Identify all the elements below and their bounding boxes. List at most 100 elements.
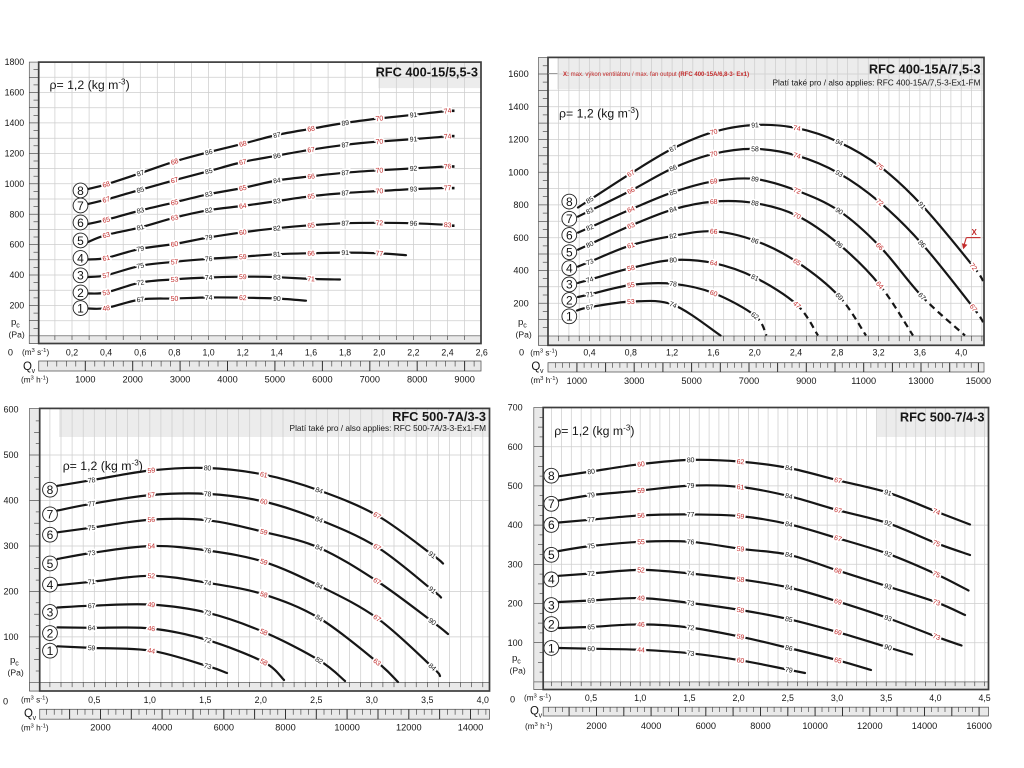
svg-text:83: 83 <box>204 191 213 199</box>
svg-text:4: 4 <box>77 251 84 265</box>
svg-text:61: 61 <box>736 484 744 492</box>
svg-text:5: 5 <box>47 557 54 571</box>
svg-text:89: 89 <box>751 176 759 184</box>
svg-text:76: 76 <box>205 256 213 264</box>
svg-text:67: 67 <box>88 603 96 610</box>
svg-text:65: 65 <box>307 193 315 201</box>
svg-text:800: 800 <box>513 200 528 210</box>
svg-text:53: 53 <box>102 289 111 297</box>
svg-text:1800: 1800 <box>5 57 25 67</box>
svg-text:84: 84 <box>784 465 793 473</box>
svg-text:55: 55 <box>637 539 645 546</box>
svg-text:52: 52 <box>637 567 645 574</box>
svg-text:2,0: 2,0 <box>732 693 744 703</box>
svg-text:57: 57 <box>147 492 155 500</box>
svg-text:600: 600 <box>513 233 528 243</box>
svg-text:92: 92 <box>410 166 418 173</box>
svg-text:p: p <box>512 653 517 664</box>
svg-text:1,6: 1,6 <box>707 348 719 358</box>
svg-text:72: 72 <box>587 571 595 579</box>
svg-text:61: 61 <box>259 471 268 479</box>
svg-text:14000: 14000 <box>912 721 938 731</box>
svg-text:75: 75 <box>136 262 145 270</box>
svg-text:7: 7 <box>548 497 555 511</box>
svg-text:74: 74 <box>792 125 801 133</box>
svg-text:83: 83 <box>273 274 281 281</box>
svg-text:67: 67 <box>307 147 316 155</box>
svg-text:3,0: 3,0 <box>831 693 843 703</box>
svg-text:8000: 8000 <box>275 723 295 733</box>
svg-text:2: 2 <box>566 293 573 307</box>
svg-text:2,4: 2,4 <box>441 348 453 358</box>
svg-text:72: 72 <box>136 279 145 287</box>
svg-text:2,0: 2,0 <box>373 348 385 358</box>
svg-text:5000: 5000 <box>265 375 285 385</box>
svg-text:82: 82 <box>205 207 214 215</box>
svg-text:200: 200 <box>10 301 25 311</box>
svg-text:76: 76 <box>203 547 212 555</box>
svg-text:v: v <box>540 368 544 375</box>
svg-text:84: 84 <box>784 521 793 530</box>
svg-text:53: 53 <box>171 277 179 285</box>
svg-text:3000: 3000 <box>170 375 190 385</box>
svg-text:Q: Q <box>530 706 539 718</box>
svg-text:57: 57 <box>170 259 178 267</box>
svg-text:0: 0 <box>8 347 13 357</box>
svg-text:3: 3 <box>548 598 555 612</box>
svg-text:5: 5 <box>77 234 84 248</box>
svg-text:(Pa): (Pa) <box>516 330 532 340</box>
svg-text:4000: 4000 <box>217 375 237 385</box>
svg-text:84: 84 <box>784 493 793 502</box>
svg-text:65: 65 <box>307 222 315 230</box>
svg-text:70: 70 <box>375 115 383 123</box>
svg-text:87: 87 <box>341 142 349 150</box>
svg-text:78: 78 <box>204 491 212 498</box>
svg-text:66: 66 <box>710 228 718 235</box>
svg-text:v: v <box>539 713 543 720</box>
svg-text:400: 400 <box>3 496 18 506</box>
svg-text:1,5: 1,5 <box>683 693 695 703</box>
svg-text:0,2: 0,2 <box>66 348 78 358</box>
svg-text:13000: 13000 <box>908 376 934 386</box>
svg-text:58: 58 <box>627 265 636 274</box>
svg-text:0,4: 0,4 <box>100 348 112 358</box>
svg-text:X: max. výkon ventilátoru / ma: X: max. výkon ventilátoru / max. fan out… <box>563 72 749 78</box>
svg-text:59: 59 <box>88 645 96 652</box>
svg-text:86: 86 <box>273 152 282 160</box>
svg-text:2,4: 2,4 <box>790 348 802 358</box>
svg-text:91: 91 <box>410 136 418 144</box>
svg-text:62: 62 <box>736 459 744 467</box>
svg-text:82: 82 <box>669 233 678 241</box>
svg-text:(m3 s-1): (m3 s-1) <box>21 695 48 704</box>
svg-text:6: 6 <box>47 528 54 542</box>
svg-text:44: 44 <box>637 647 645 654</box>
svg-text:1000: 1000 <box>75 375 95 385</box>
svg-text:12000: 12000 <box>857 721 883 731</box>
svg-text:4: 4 <box>548 573 555 587</box>
svg-text:3: 3 <box>566 278 573 292</box>
svg-text:800: 800 <box>10 209 25 219</box>
svg-text:70: 70 <box>709 150 718 159</box>
svg-text:1,6: 1,6 <box>305 348 317 358</box>
svg-text:85: 85 <box>784 616 793 625</box>
svg-text:1400: 1400 <box>508 102 528 112</box>
svg-text:5: 5 <box>548 548 555 562</box>
svg-text:52: 52 <box>147 573 155 580</box>
svg-text:0,5: 0,5 <box>585 693 597 703</box>
svg-text:8: 8 <box>548 469 555 483</box>
svg-text:1,4: 1,4 <box>271 348 283 358</box>
svg-text:49: 49 <box>147 602 155 609</box>
svg-text:83: 83 <box>273 198 282 206</box>
svg-text:60: 60 <box>587 646 595 653</box>
svg-text:p: p <box>518 317 523 328</box>
svg-text:66: 66 <box>307 251 315 258</box>
svg-text:1: 1 <box>566 310 573 324</box>
svg-text:4,0: 4,0 <box>929 693 941 703</box>
svg-text:11000: 11000 <box>851 376 876 386</box>
svg-text:59: 59 <box>239 254 247 262</box>
svg-text:300: 300 <box>508 559 523 569</box>
svg-text:53: 53 <box>627 299 635 306</box>
svg-text:64: 64 <box>239 203 248 211</box>
svg-text:2000: 2000 <box>122 375 142 385</box>
svg-text:2,0: 2,0 <box>255 695 267 705</box>
